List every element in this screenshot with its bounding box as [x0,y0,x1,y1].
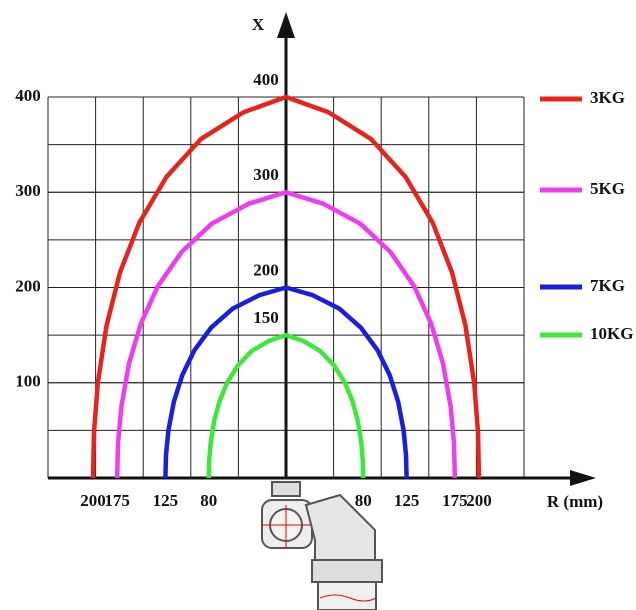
radius-label: 200 [466,491,492,510]
load-curve [114,190,458,479]
radius-label: 200 [80,491,106,510]
radius-label: 80 [355,491,372,510]
legend-label: 5KG [590,179,625,198]
radius-label: 175 [442,491,468,510]
x-axis-arrow [570,470,596,486]
radius-label: 125 [153,491,179,510]
radius-label: 175 [104,491,130,510]
load-curve [206,332,366,479]
load-curve [90,94,482,479]
robot-base [261,481,383,610]
legend-label: 10KG [590,324,633,343]
y-tick-label: 100 [15,372,41,391]
radius-label: 80 [200,491,217,510]
y-axis-arrow [277,12,295,38]
y-tick-label: 400 [15,86,41,105]
load-curve [163,285,409,479]
peak-label: 400 [253,70,279,89]
peak-label: 300 [253,165,279,184]
peak-label: 200 [253,260,279,279]
radius-label: 125 [394,491,420,510]
y-axis-title: X [252,15,265,34]
y-tick-label: 200 [15,276,41,295]
peak-label: 150 [253,308,279,327]
x-axis-title: R (mm) [547,492,603,511]
legend-label: 7KG [590,276,625,295]
legend-label: 3KG [590,88,625,107]
y-tick-label: 300 [15,181,41,200]
